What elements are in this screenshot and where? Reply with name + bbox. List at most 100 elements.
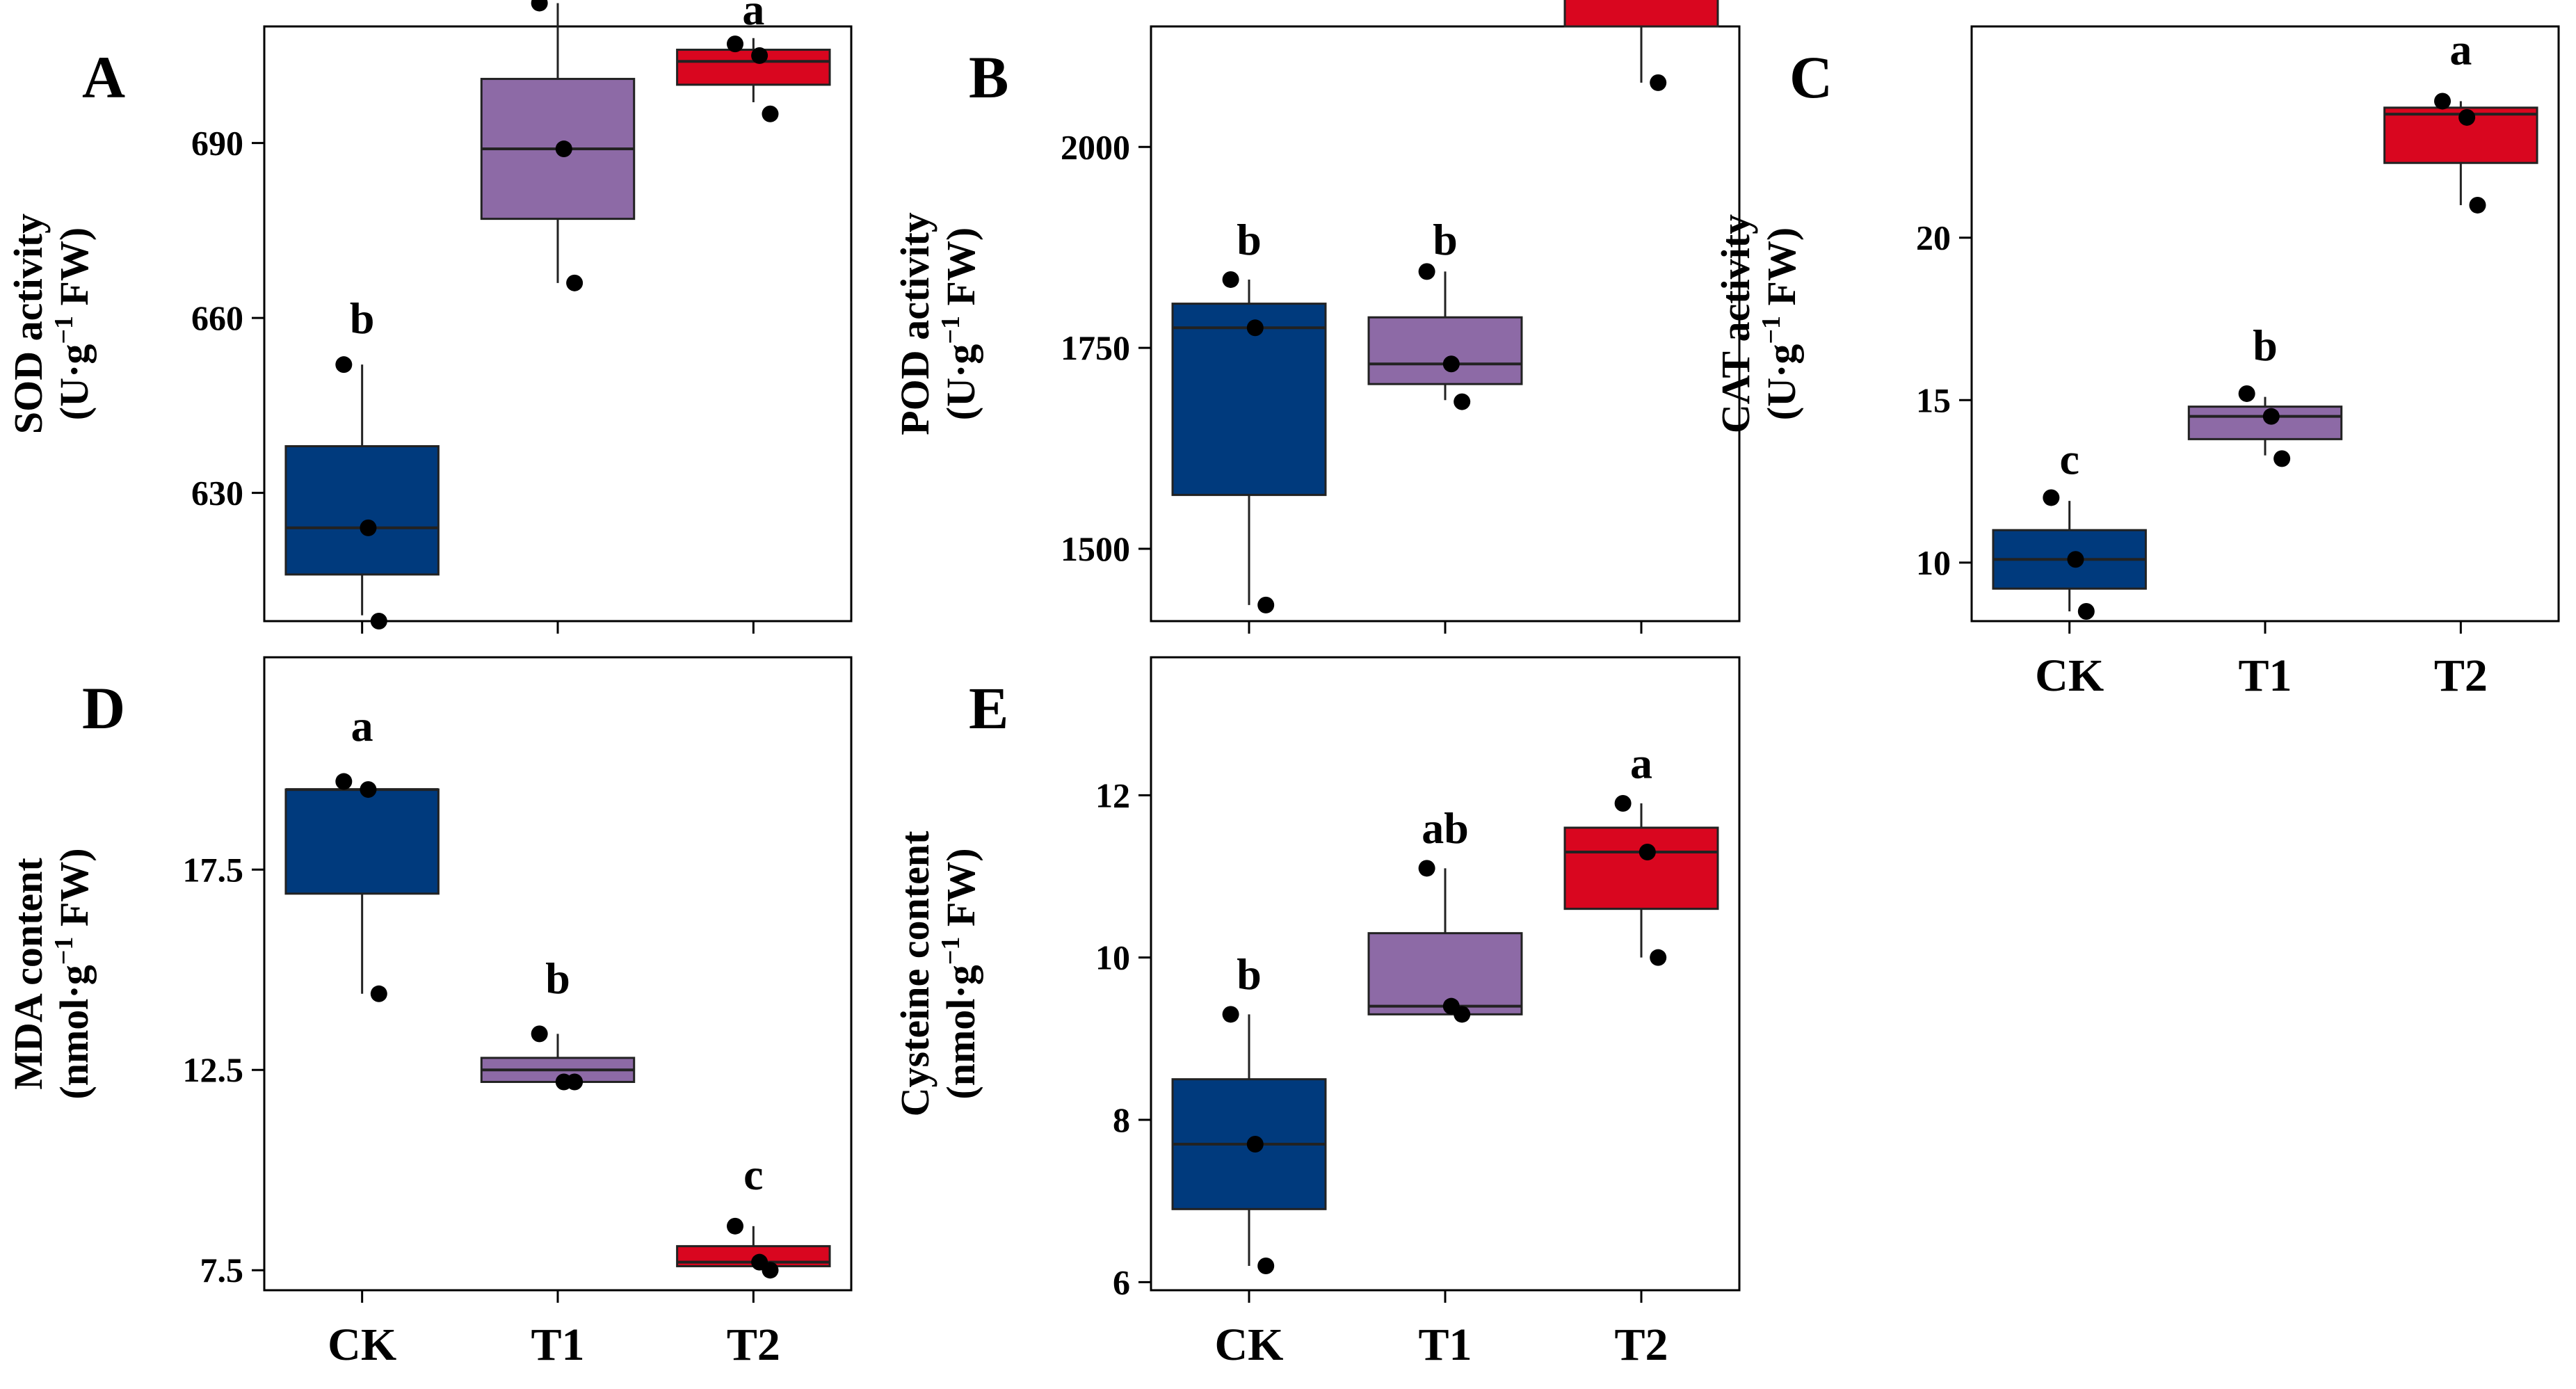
data-point-t1 <box>1418 860 1435 877</box>
y-tick-label: 17.5 <box>183 850 244 889</box>
data-point-ck <box>335 356 353 374</box>
y-axis-label-superscript: −1 <box>49 937 79 965</box>
y-axis-label-superscript: −1 <box>936 937 965 965</box>
y-axis-label-line2: (U·g <box>938 344 983 421</box>
y-axis-label: SOD activity(U·g−1 FW) <box>6 214 97 434</box>
data-point-t1 <box>566 274 583 291</box>
y-tick-label: 12.5 <box>183 1050 244 1089</box>
data-point-ck <box>1246 319 1264 337</box>
y-tick-label: 20 <box>1916 218 1951 257</box>
y-tick-label: 2000 <box>1061 127 1130 166</box>
data-point-t2 <box>762 105 779 122</box>
y-tick-label: 630 <box>191 474 243 513</box>
y-axis-label: MDA content(nmol·g−1 FW) <box>6 848 97 1099</box>
panel-letter: D <box>82 675 125 741</box>
data-point-t2 <box>1614 795 1632 812</box>
data-point-t1 <box>1418 263 1435 280</box>
data-point-t1 <box>1442 355 1460 373</box>
y-tick-label: 12 <box>1095 776 1130 814</box>
y-axis-label: CAT activity(U·g−1 FW) <box>1713 214 1804 433</box>
data-point-ck <box>2043 489 2060 506</box>
y-axis-label: Cysteine content(nmol·g−1 FW) <box>892 830 983 1116</box>
y-axis-label-line1: CAT activity <box>1713 214 1758 433</box>
panel-e: E Cysteine content(nmol·g−1 FW) 6 8 10 12 CK T1… <box>892 656 1741 1370</box>
x-category-label-t2: T2 <box>727 1319 780 1370</box>
y-tick-label: 10 <box>1916 543 1951 582</box>
box-ck <box>1171 303 1327 497</box>
panel-letter: B <box>969 44 1008 111</box>
x-category-label-ck: CK <box>328 1319 396 1370</box>
data-point-t1 <box>566 1073 583 1091</box>
significance-letter: a <box>2449 25 2472 74</box>
y-tick-label: 10 <box>1095 938 1130 977</box>
data-point-t2 <box>727 1217 744 1235</box>
significance-letter: b <box>2253 321 2278 370</box>
data-point-ck <box>2067 551 2084 568</box>
data-point-ck <box>2077 602 2095 620</box>
y-axis-label-superscript: −1 <box>936 316 965 344</box>
significance-letter: b <box>350 294 375 343</box>
y-axis-label-line2-tail: FW) <box>51 848 97 936</box>
y-tick-label: 1500 <box>1061 529 1130 568</box>
box-t1 <box>1367 932 1523 1015</box>
data-point-t2 <box>727 35 744 53</box>
data-point-t2 <box>2458 109 2476 126</box>
y-axis-label-line1: POD activity <box>892 212 937 435</box>
data-point-t1 <box>531 1025 548 1043</box>
y-axis-label-superscript: −1 <box>49 316 79 344</box>
x-category-label-t1: T1 <box>531 1319 584 1370</box>
data-point-t1 <box>531 0 548 12</box>
box-ck <box>284 445 440 576</box>
data-point-ck <box>360 519 377 536</box>
box-t2 <box>1563 0 1719 28</box>
data-point-t2 <box>1650 949 1667 966</box>
x-category-label-ck: CK <box>1215 1319 1284 1370</box>
y-axis-label-line2: (nmol·g <box>938 965 983 1099</box>
panel-c: C CAT activity(U·g−1 FW) 10 15 20 CK T1 T2 c b a <box>1713 25 2560 701</box>
panel-letter: C <box>1789 44 1833 111</box>
y-tick-label: 6 <box>1113 1262 1130 1301</box>
data-point-ck <box>1257 596 1275 613</box>
data-point-t2 <box>2434 93 2452 110</box>
y-tick-label: 690 <box>191 124 243 163</box>
y-tick-label: 8 <box>1113 1100 1130 1139</box>
significance-letter: c <box>2059 434 2079 483</box>
y-axis-label: POD activity(U·g−1 FW) <box>892 212 983 435</box>
y-axis-label-line2: (U·g <box>1759 344 1804 421</box>
data-point-ck <box>335 773 353 790</box>
significance-letter: a <box>351 701 373 750</box>
data-point-ck <box>370 985 387 1002</box>
data-point-t2 <box>1650 74 1667 91</box>
y-axis-label-line2: (nmol·g <box>51 965 97 1099</box>
box-ck <box>284 788 440 895</box>
y-axis-label-line2-tail: FW) <box>938 848 983 936</box>
panel-letter: E <box>969 675 1008 741</box>
significance-letter: b <box>1237 949 1262 999</box>
y-axis-label-line2: (U·g <box>51 344 97 421</box>
significance-letter: a <box>1630 739 1652 788</box>
significance-letter: b <box>1237 215 1262 264</box>
significance-letter: b <box>545 954 570 1003</box>
y-axis-label-line1: MDA content <box>6 858 51 1090</box>
significance-letter: c <box>743 1150 763 1199</box>
data-point-t2 <box>751 47 768 64</box>
data-point-t1 <box>2238 385 2255 402</box>
y-tick-label: 1750 <box>1061 328 1130 367</box>
y-tick-label: 15 <box>1916 380 1951 419</box>
data-point-ck <box>360 781 377 798</box>
data-point-ck <box>1222 1006 1239 1023</box>
y-axis-label-line2-tail: FW) <box>51 227 97 316</box>
y-tick-label: 7.5 <box>200 1251 244 1290</box>
x-category-label-t1: T1 <box>1418 1319 1472 1370</box>
data-point-t2 <box>762 1262 779 1279</box>
data-point-t1 <box>2273 450 2291 467</box>
significance-letter: ab <box>1422 803 1469 853</box>
y-axis-label-superscript: −1 <box>1757 316 1786 344</box>
y-axis-label-line1: SOD activity <box>6 214 51 434</box>
x-category-label-t2: T2 <box>1614 1319 1668 1370</box>
x-category-label-t2: T2 <box>2434 650 2488 701</box>
significance-letter: a <box>742 0 764 34</box>
panel-letter: A <box>82 44 125 111</box>
data-point-t1 <box>555 140 572 158</box>
